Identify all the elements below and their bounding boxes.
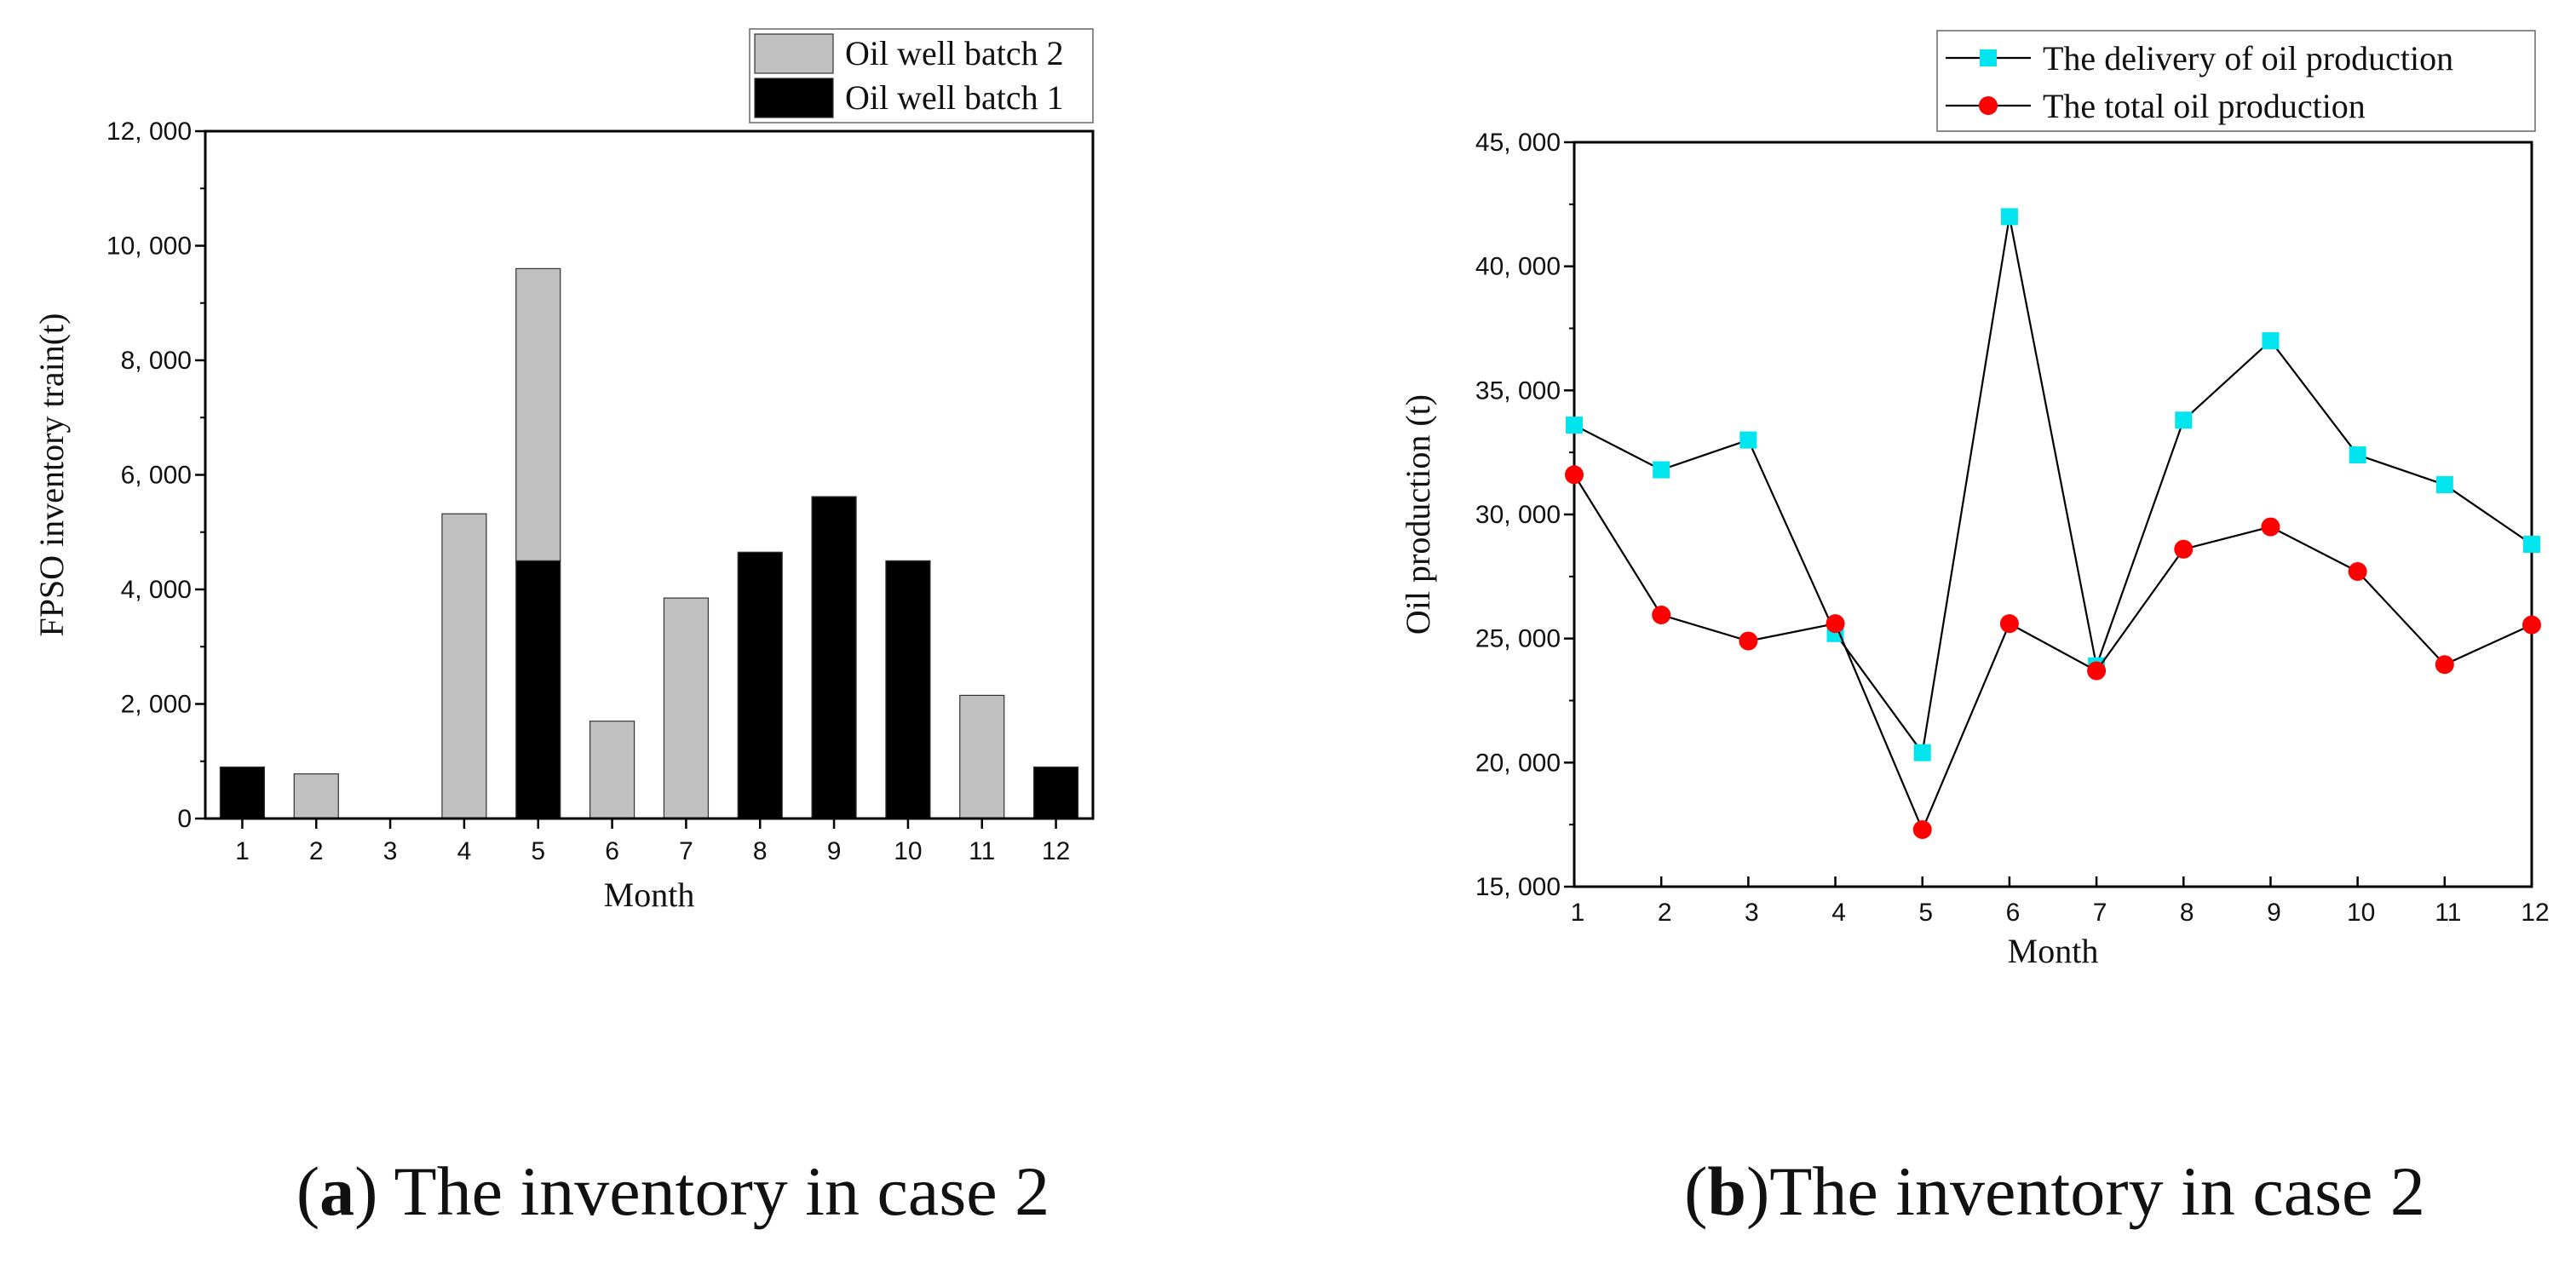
- x-tick-label: 12: [1042, 837, 1070, 865]
- y-tick-label: 15, 000: [1475, 873, 1561, 901]
- bar-batch1-month-10: [885, 560, 931, 819]
- y-tick-label: 6, 000: [121, 462, 192, 490]
- x-tick-label: 11: [969, 837, 995, 865]
- series-line-total: [1573, 474, 2533, 832]
- chart-a-inventory-bars: 0 2, 000 4, 000 6, 000 8, 000 10, 000 12, 000 1…: [32, 28, 1095, 1230]
- x-tick-label: 4: [1831, 899, 1846, 927]
- bar-batch2-month-4: [441, 513, 487, 819]
- point-delivery-month-3: [1739, 431, 1757, 449]
- point-total-month-12: [2522, 615, 2541, 635]
- x-tick-label: 10: [894, 837, 922, 865]
- x-tick-label: 7: [2093, 899, 2107, 927]
- point-total-month-6: [1999, 614, 2019, 634]
- x-tick-label: 9: [2267, 899, 2281, 927]
- y-tick-label: 4, 000: [121, 576, 192, 604]
- point-total-month-2: [1652, 605, 1671, 624]
- caption-paren-open: (: [1684, 1152, 1707, 1230]
- x-tick-label: 7: [679, 837, 693, 865]
- point-total-month-8: [2174, 539, 2194, 559]
- x-tick-label: 12: [2521, 899, 2549, 927]
- x-tick-label: 6: [2006, 899, 2021, 927]
- bar-batch2-month-5: [515, 267, 561, 561]
- bar-batch2-month-6: [589, 721, 635, 819]
- bar-batch1-month-1: [219, 766, 266, 819]
- x-tick-label: 3: [383, 837, 398, 865]
- caption-text: ) The inventory in case 2: [354, 1152, 1049, 1230]
- y-tick-label: 0: [177, 805, 192, 833]
- bar-batch1-month-9: [811, 496, 857, 819]
- legend-swatch-batch1: [754, 78, 834, 118]
- y-tick-label: 2, 000: [121, 691, 192, 719]
- bar-batch1-month-12: [1032, 766, 1079, 819]
- x-axis-label: Month: [604, 876, 695, 914]
- y-tick-label: 25, 000: [1475, 625, 1561, 653]
- y-tick-label: 40, 000: [1475, 253, 1561, 281]
- x-tick-label: 1: [235, 837, 250, 865]
- x-tick-label: 5: [1918, 899, 1933, 927]
- y-tick-label: 20, 000: [1475, 749, 1561, 777]
- legend-label: The total oil production: [2043, 87, 2366, 125]
- legend-marker-delivery: [1980, 49, 1997, 66]
- y-axis-label: FPSO inventory train(t): [32, 313, 71, 637]
- y-tick-label: 8, 000: [121, 347, 192, 375]
- x-tick-label: 5: [531, 837, 545, 865]
- x-tick-label: 3: [1745, 899, 1759, 927]
- point-delivery-month-12: [2523, 535, 2540, 553]
- bar-batch1-month-8: [737, 551, 783, 819]
- legend-swatch-batch2: [754, 33, 834, 74]
- x-tick-label: 1: [1571, 899, 1585, 927]
- point-delivery-month-1: [1566, 417, 1583, 434]
- point-delivery-month-11: [2435, 476, 2453, 494]
- point-total-month-10: [2348, 562, 2367, 582]
- point-delivery-month-9: [2262, 332, 2280, 350]
- legend-marker-total: [1979, 96, 1998, 115]
- y-tick-label: 10, 000: [106, 233, 192, 261]
- chart-b-oil-production-lines: 15, 000 20, 000 25, 000 30, 000 35, 000 40, 0…: [1399, 30, 2550, 1230]
- plot-frame: [1573, 141, 2533, 888]
- bar-batch2-month-11: [959, 694, 1005, 819]
- x-tick-label: 11: [2435, 899, 2461, 927]
- x-tick-label: 9: [827, 837, 842, 865]
- point-total-month-5: [1912, 819, 1932, 839]
- bar-batch2-month-7: [663, 597, 710, 819]
- point-total-month-3: [1739, 631, 1758, 651]
- point-total-month-1: [1565, 465, 1584, 485]
- point-delivery-month-5: [1913, 744, 1931, 761]
- x-tick-label: 10: [2347, 899, 2375, 927]
- point-total-month-7: [2087, 661, 2107, 681]
- legend-label: Oil well batch 2: [845, 34, 1064, 72]
- y-tick-label: 30, 000: [1475, 501, 1561, 529]
- point-total-month-11: [2435, 655, 2454, 675]
- x-tick-label: 8: [2180, 899, 2194, 927]
- x-tick-label: 4: [457, 837, 472, 865]
- caption-paren-open: (: [296, 1152, 319, 1230]
- point-total-month-4: [1826, 614, 1845, 634]
- legend-label: Oil well batch 1: [845, 78, 1064, 117]
- point-total-month-9: [2261, 517, 2280, 537]
- x-tick-label: 6: [605, 837, 619, 865]
- y-tick-label: 12, 000: [106, 118, 192, 146]
- legend-label: The delivery of oil production: [2043, 39, 2453, 78]
- x-axis-label: Month: [2008, 932, 2099, 970]
- bar-batch1-month-5: [515, 560, 561, 819]
- y-tick-label: 35, 000: [1475, 376, 1561, 405]
- caption-b: (b)The inventory in case 2: [1684, 1152, 2425, 1230]
- point-delivery-month-10: [2349, 446, 2366, 464]
- point-delivery-month-2: [1653, 461, 1670, 479]
- y-tick-label: 45, 000: [1475, 129, 1561, 157]
- caption-text: )The inventory in case 2: [1746, 1152, 2425, 1230]
- x-tick-label: 8: [753, 837, 768, 865]
- legend-box: [1936, 30, 2536, 132]
- caption-letter: a: [319, 1152, 354, 1230]
- bar-batch2-month-2: [293, 773, 339, 819]
- caption-letter: b: [1707, 1152, 1746, 1230]
- y-axis-label: Oil production (t): [1399, 394, 1437, 635]
- series-line-delivery: [1573, 216, 2533, 756]
- point-delivery-month-8: [2175, 411, 2193, 429]
- x-tick-label: 2: [1658, 899, 1672, 927]
- point-delivery-month-6: [2000, 208, 2018, 226]
- caption-a: (a) The inventory in case 2: [296, 1152, 1049, 1230]
- x-tick-label: 2: [309, 837, 324, 865]
